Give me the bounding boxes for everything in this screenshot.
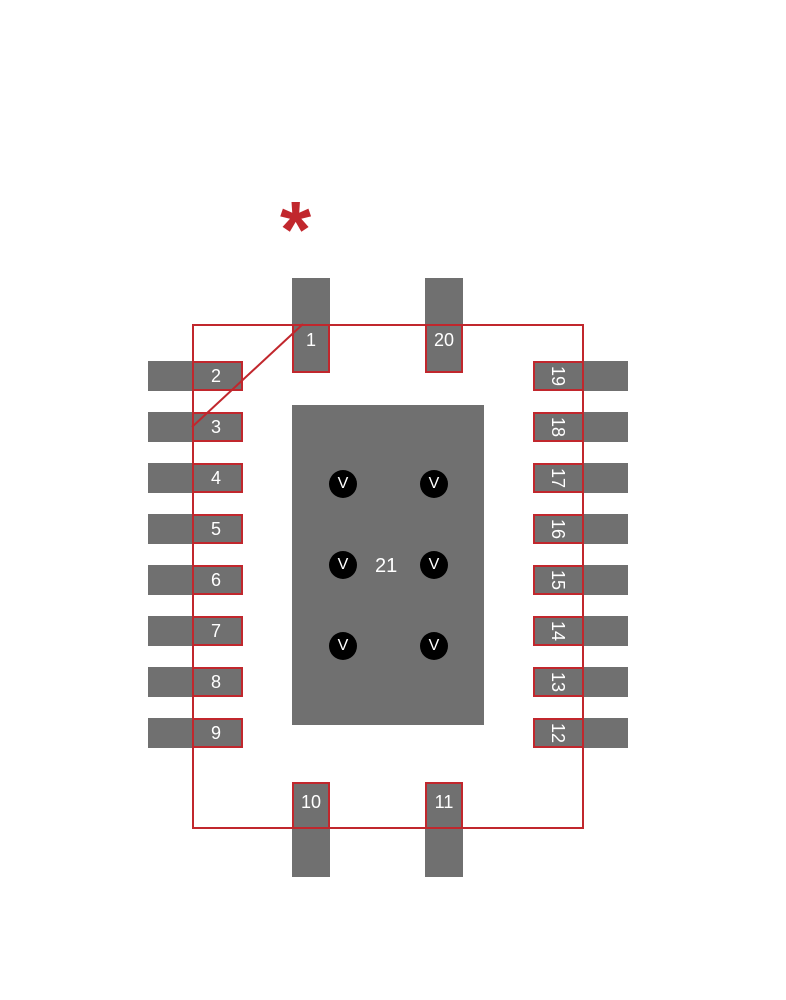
via-1: V bbox=[329, 470, 357, 498]
thermal-pad-label: 21 bbox=[375, 555, 397, 578]
via-3: V bbox=[329, 551, 357, 579]
via-2: V bbox=[420, 470, 448, 498]
via-6: V bbox=[420, 632, 448, 660]
pin1-marker-asterisk: * bbox=[280, 190, 311, 270]
via-4: V bbox=[420, 551, 448, 579]
footprint-canvas: 1201011234567891918171615141312VVVVVV21* bbox=[0, 0, 786, 1000]
via-5: V bbox=[329, 632, 357, 660]
